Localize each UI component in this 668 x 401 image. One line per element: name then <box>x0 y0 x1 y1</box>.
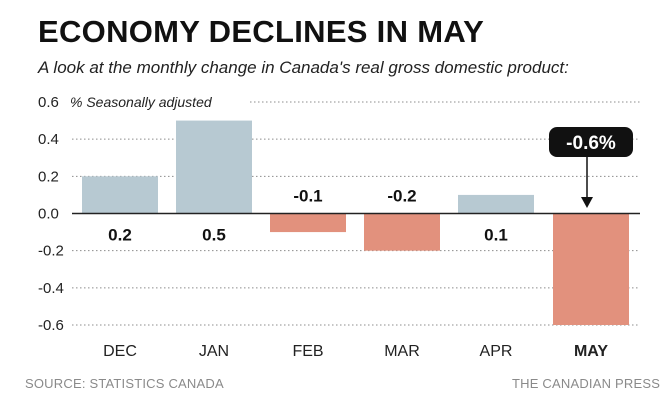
source-note: SOURCE: STATISTICS CANADA <box>25 376 224 391</box>
bar-mar <box>364 213 440 251</box>
bar-jan <box>176 120 252 214</box>
y-tick-label: 0.4 <box>38 131 59 148</box>
y-tick-label: -0.6 <box>38 317 64 334</box>
y-axis-label: % Seasonally adjusted <box>70 94 213 110</box>
y-tick-label: 0.6 <box>38 94 59 111</box>
data-label: 0.1 <box>484 226 508 245</box>
bar-feb <box>270 213 346 233</box>
data-label: -0.2 <box>387 187 416 206</box>
data-label: 0.2 <box>108 226 132 245</box>
credit-note: THE CANADIAN PRESS <box>512 376 661 391</box>
y-tick-label: 0.2 <box>38 168 59 185</box>
x-tick-label: APR <box>480 343 513 360</box>
bar-may <box>553 213 629 325</box>
bar-dec <box>82 176 158 214</box>
data-label: -0.1 <box>293 187 322 206</box>
x-tick-label: DEC <box>103 343 137 360</box>
x-tick-label: FEB <box>292 343 323 360</box>
chart-title: ECONOMY DECLINES IN MAY <box>38 14 485 49</box>
x-tick-label: MAY <box>574 343 608 360</box>
callout-label: -0.6% <box>566 133 616 154</box>
x-tick-label: MAR <box>384 343 420 360</box>
data-label: 0.5 <box>202 226 226 245</box>
chart-subtitle: A look at the monthly change in Canada's… <box>38 58 569 77</box>
y-tick-label: -0.4 <box>38 280 64 297</box>
x-tick-label: JAN <box>199 343 229 360</box>
y-tick-label: 0.0 <box>38 206 59 223</box>
callout-box <box>549 127 633 157</box>
y-tick-label: -0.2 <box>38 243 64 260</box>
bar-apr <box>458 194 534 214</box>
callout-arrow-head <box>581 197 593 208</box>
